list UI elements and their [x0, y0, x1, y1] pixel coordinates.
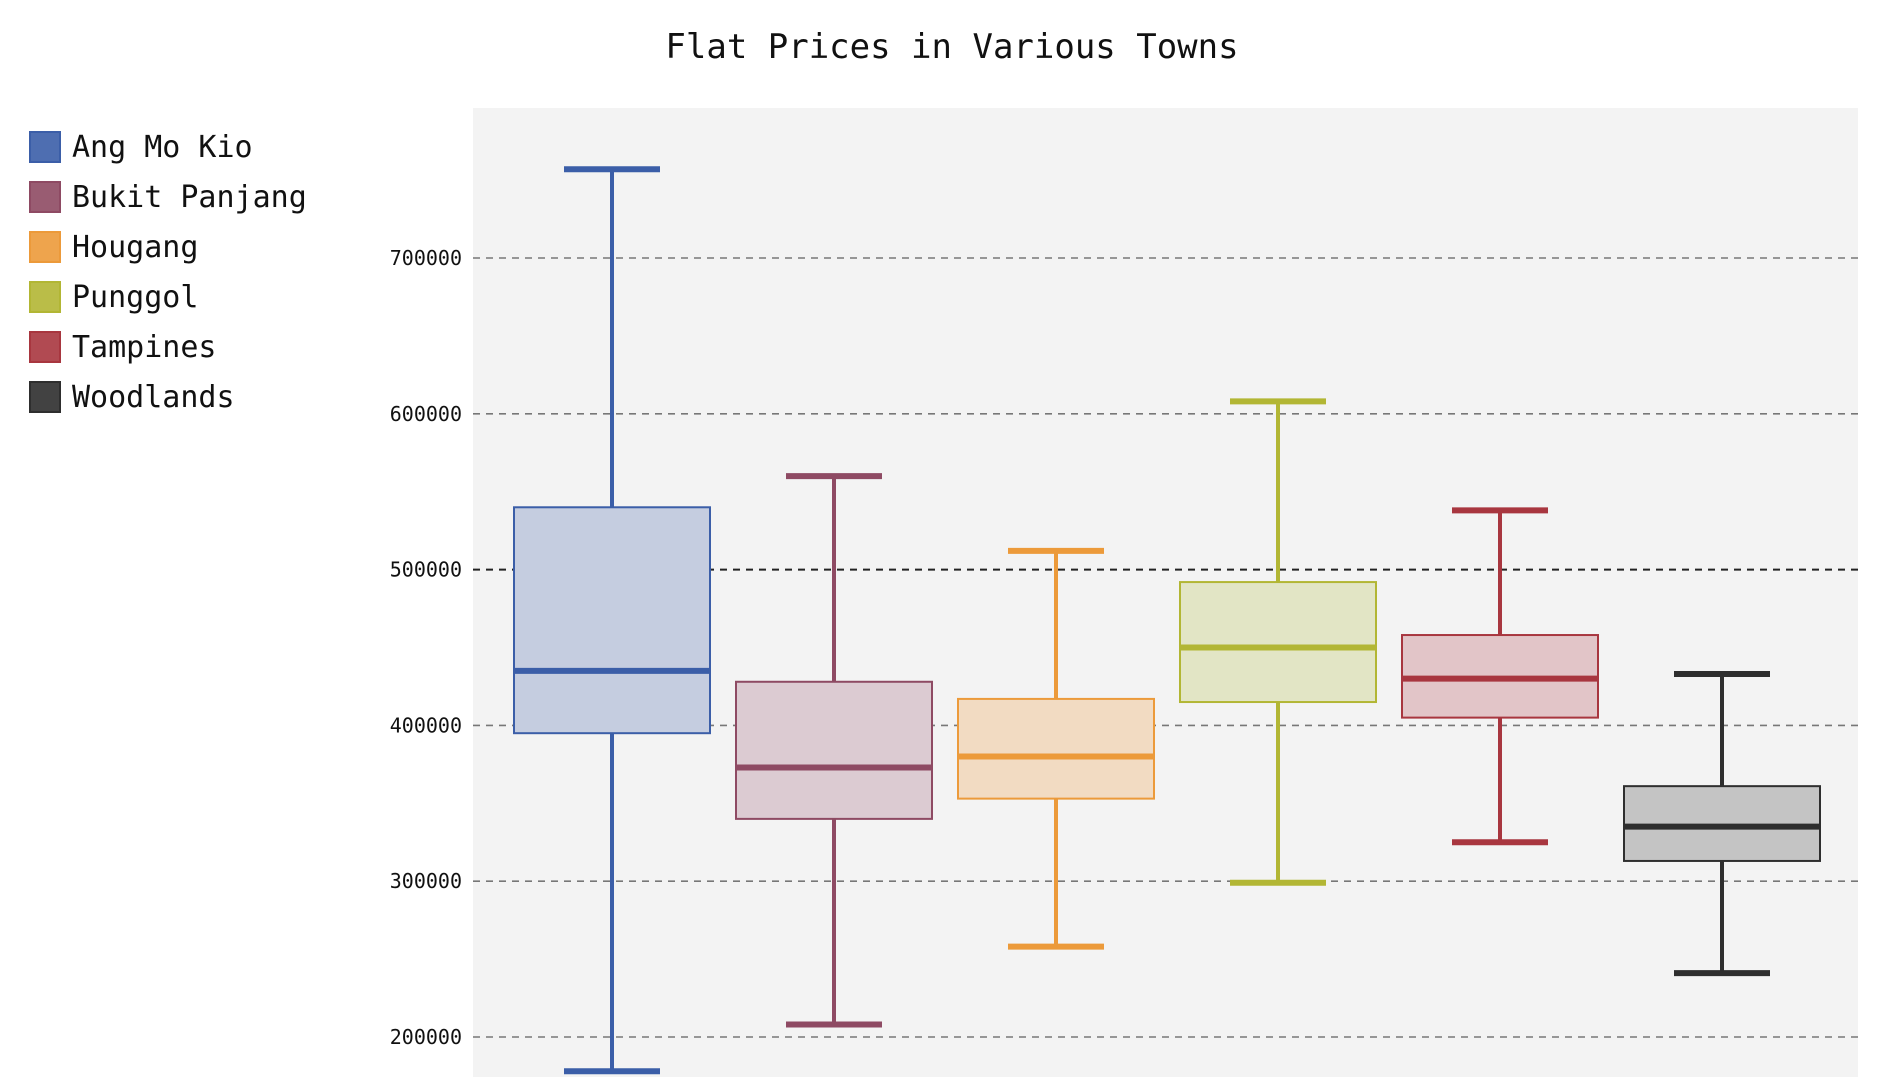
iqr-box — [735, 680, 933, 820]
y-tick-label: 200000 — [390, 1025, 462, 1049]
legend-item: Tampines — [29, 330, 217, 365]
legend-swatch — [29, 331, 61, 363]
box-tampines — [1401, 507, 1599, 846]
y-tick-label: 500000 — [390, 558, 462, 582]
legend-item: Ang Mo Kio — [29, 130, 253, 165]
legend-swatch — [29, 381, 61, 413]
legend-label: Ang Mo Kio — [72, 130, 253, 165]
iqr-box — [1623, 785, 1821, 862]
y-tick-label: 400000 — [390, 713, 462, 737]
legend-swatch — [29, 181, 61, 213]
legend: Ang Mo Kio Bukit Panjang Hougang Punggol Tam… — [29, 130, 307, 415]
chart-title: Flat Prices in Various Towns — [665, 27, 1238, 67]
y-tick-label: 300000 — [390, 869, 462, 893]
y-axis: 200000 300000 400000 500000 600000 700000 — [390, 246, 462, 1049]
iqr-box — [957, 697, 1155, 800]
legend-label: Tampines — [72, 330, 217, 365]
box-woodlands — [1623, 670, 1821, 977]
box-series — [513, 166, 1821, 1075]
y-tick-label: 700000 — [390, 246, 462, 270]
iqr-box — [513, 506, 711, 735]
legend-label: Woodlands — [72, 380, 235, 415]
box-ang-mo-kio — [513, 166, 711, 1075]
box-bukit-panjang — [735, 473, 933, 1028]
legend-item: Punggol — [29, 280, 198, 315]
box-hougang — [957, 547, 1155, 950]
y-tick-label: 600000 — [390, 402, 462, 426]
legend-item: Bukit Panjang — [29, 180, 307, 215]
legend-swatch — [29, 131, 61, 163]
iqr-box — [1179, 581, 1377, 704]
gridlines — [473, 257, 1858, 1038]
legend-item: Woodlands — [29, 380, 235, 415]
legend-label: Bukit Panjang — [72, 180, 307, 215]
legend-swatch — [29, 231, 61, 263]
legend-label: Punggol — [72, 280, 198, 315]
legend-item: Hougang — [29, 230, 198, 265]
legend-label: Hougang — [72, 230, 198, 265]
box-punggol — [1179, 398, 1377, 886]
legend-swatch — [29, 281, 61, 313]
